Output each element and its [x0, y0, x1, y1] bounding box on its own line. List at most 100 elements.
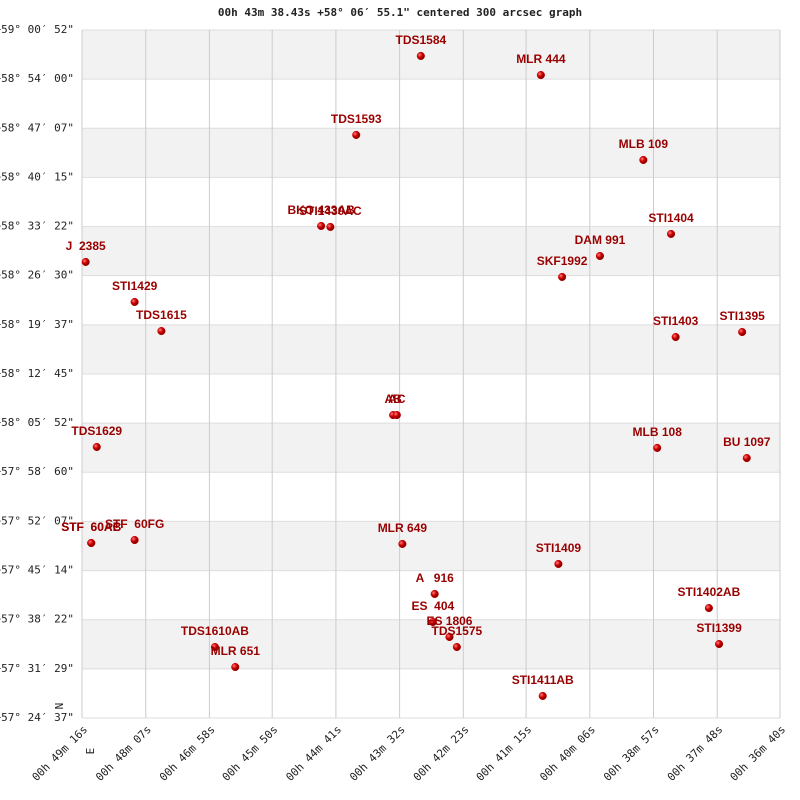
star-marker [428, 617, 437, 627]
star-label: AB [384, 392, 402, 406]
y-tick-label: +57° 58′ 60" [0, 465, 74, 478]
chart-title: 00h 43m 38.43s +58° 06′ 55.1" centered 3… [218, 6, 582, 19]
star-marker [445, 632, 454, 642]
x-tick-label: 00h 48m 07s [93, 723, 154, 784]
star-label: AC [388, 392, 406, 406]
y-tick-label: +58° 12′ 45" [0, 367, 74, 380]
star-marker [326, 222, 335, 231]
star-marker [538, 691, 547, 701]
star-marker [231, 662, 240, 672]
x-tick-label: 00h 45m 50s [220, 723, 281, 784]
star-label: TDS1610AB [181, 624, 249, 638]
star-marker [430, 589, 439, 599]
star-label: SKF1992 [537, 254, 588, 268]
star-label: BKO 433AB [287, 203, 355, 217]
star-label: A 916 [416, 571, 455, 585]
star-label: J 2385 [66, 239, 106, 253]
star-label: MLR 649 [378, 521, 428, 535]
grid-band [82, 324, 780, 374]
star-marker [416, 51, 425, 61]
star-label: DAM 991 [575, 233, 626, 247]
star-marker [130, 535, 139, 545]
star-label: TDS1584 [395, 33, 446, 47]
y-tick-label: +58° 05′ 52" [0, 416, 74, 429]
y-tick-label: +58° 19′ 37" [0, 318, 74, 331]
x-tick-label: 00h 46m 58s [157, 723, 218, 784]
y-tick-label: +58° 54′ 00" [0, 72, 74, 85]
star-marker [639, 155, 648, 165]
star-label: MLB 108 [633, 425, 683, 439]
star-label: STI1395 [719, 309, 765, 323]
star-label: STF 60AB [61, 520, 121, 534]
star-marker [81, 257, 90, 267]
y-tick-label: +57° 31′ 29" [0, 662, 74, 675]
grid-band [82, 423, 780, 473]
grid-band [82, 128, 780, 178]
y-tick-label: +57° 24′ 37" [0, 711, 74, 724]
y-tick-label: +58° 26′ 30" [0, 269, 74, 282]
star-marker [210, 642, 220, 652]
star-marker [554, 559, 563, 569]
compass-north: N [53, 703, 66, 710]
y-tick-label: +57° 38′ 22" [0, 613, 74, 626]
star-label: STI1402AB [678, 585, 741, 599]
star-marker [87, 538, 96, 548]
star-marker [352, 130, 361, 140]
star-label: TDS1615 [136, 308, 187, 322]
star-label: STI1409 [536, 541, 582, 555]
x-tick-label: 00h 40m 06s [537, 723, 598, 784]
star-label: STI1430AC [299, 204, 362, 218]
star-marker [667, 229, 676, 239]
star-label: ES 1806 [426, 614, 472, 628]
star-marker [452, 642, 461, 652]
star-label: STI1404 [648, 211, 694, 225]
y-tick-label: +57° 45′ 14" [0, 564, 74, 577]
star-label: STI1429 [112, 279, 158, 293]
star-label: STF 60AC [61, 520, 121, 534]
star-marker [704, 603, 713, 613]
star-marker [715, 639, 724, 649]
star-label: BU 1097 [723, 435, 771, 449]
star-marker [558, 272, 567, 282]
grid-band [82, 226, 780, 276]
grid-band [82, 30, 780, 80]
x-tick-label: 00h 36m 40s [728, 723, 789, 784]
star-marker [671, 332, 680, 342]
star-label: MLR 444 [516, 52, 566, 66]
star-marker [653, 443, 662, 452]
y-tick-label: +59° 00′ 52" [0, 23, 74, 36]
star-marker [317, 221, 326, 231]
y-tick-label: +58° 47′ 07" [0, 121, 74, 134]
star-marker [92, 442, 101, 452]
x-tick-label: 00h 49m 16s [30, 723, 91, 784]
x-tick-label: 00h 41m 15s [474, 723, 535, 784]
grid-band [82, 619, 780, 669]
y-tick-label: +58° 33′ 22" [0, 220, 74, 233]
star-marker [130, 297, 139, 307]
star-marker [738, 327, 747, 337]
x-tick-label: 00h 37m 48s [665, 723, 726, 784]
y-tick-label: +58° 40′ 15" [0, 170, 74, 183]
star-marker [157, 327, 166, 336]
star-label: STF 60FG [105, 517, 164, 531]
x-tick-label: 00h 44m 41s [283, 723, 344, 784]
star-label: MLB 109 [619, 137, 669, 151]
star-marker [742, 453, 751, 463]
star-label: MLR 651 [211, 644, 261, 658]
grid-band [82, 521, 780, 571]
star-marker [392, 410, 401, 420]
star-marker [536, 70, 545, 80]
star-label: STI1411AB [512, 673, 574, 687]
x-tick-label: 00h 43m 32s [347, 723, 408, 784]
compass-east: E [84, 748, 97, 755]
star-marker [398, 539, 407, 548]
x-tick-label: 00h 42m 23s [411, 723, 472, 784]
y-tick-label: +57° 52′ 07" [0, 514, 74, 527]
star-label: TDS1575 [432, 624, 483, 638]
star-marker [595, 251, 605, 261]
star-label: STI1399 [696, 621, 742, 635]
star-label: ES 404 [411, 599, 454, 613]
star-label: TDS1629 [71, 424, 122, 438]
star-label: STI1403 [653, 314, 699, 328]
